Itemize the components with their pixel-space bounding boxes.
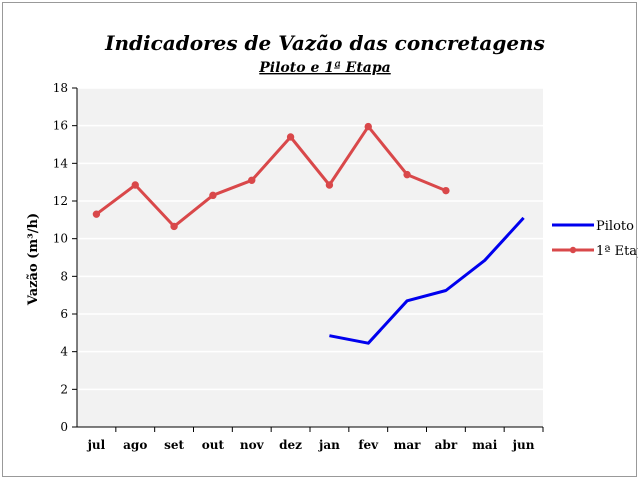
x-tick-label: out: [202, 438, 225, 452]
x-tick-label: abr: [435, 438, 458, 452]
x-tick-label: jun: [512, 438, 535, 452]
chart: Indicadores de Vazão das concretagens Pi…: [26, 31, 638, 452]
data-point: [170, 222, 178, 231]
tick-labels: 0 2 4 6 8 10 12 14 16 18 jul ago set out nov dez jan fev m…: [53, 81, 535, 452]
y-tick-label: 6: [60, 307, 68, 321]
series-line-0: [329, 216, 525, 345]
legend-item-0: Piloto: [552, 219, 634, 234]
legend-item-1: 1ª Etapa: [552, 244, 638, 259]
data-point: [364, 122, 372, 131]
data-point: [442, 186, 450, 195]
series-0: [329, 216, 525, 345]
x-tick-label: set: [164, 438, 184, 452]
y-tick-label: 8: [60, 269, 68, 283]
y-tick-label: 4: [60, 345, 68, 359]
x-tick-label: dez: [279, 438, 302, 452]
data-point: [403, 170, 411, 179]
x-tick-label: jan: [318, 438, 340, 452]
legend-marker-1: [569, 246, 577, 254]
chart-subtitle: Piloto e 1ª Etapa: [258, 60, 390, 76]
legend-label: 1ª Etapa: [596, 244, 638, 259]
y-axis-label: Vazão (m³/h): [26, 213, 41, 306]
x-tick-label: nov: [240, 438, 265, 452]
y-tick-label: 2: [60, 382, 68, 396]
y-tick-label: 18: [53, 81, 68, 95]
data-point: [325, 181, 334, 189]
series-group: [92, 122, 525, 345]
x-tick-label: ago: [123, 438, 147, 452]
y-tick-label: 10: [53, 232, 68, 246]
chart-title: Indicadores de Vazão das concretagens: [104, 31, 545, 55]
data-point: [92, 210, 101, 218]
series-line-1: [95, 125, 447, 228]
gridlines: [77, 87, 543, 391]
y-tick-label: 12: [53, 194, 68, 208]
x-tick-label: mai: [472, 438, 497, 452]
legend-label: Piloto: [596, 219, 634, 234]
plot-area: [77, 88, 543, 427]
data-point: [248, 176, 256, 184]
data-point: [131, 181, 139, 189]
data-point: [286, 133, 295, 141]
y-tick-label: 14: [53, 156, 69, 170]
axes: [72, 87, 544, 432]
legend: Piloto 1ª Etapa: [552, 219, 638, 259]
data-point: [209, 191, 217, 200]
x-tick-label: mar: [394, 438, 421, 452]
x-tick-label: jul: [87, 438, 106, 452]
x-tick-label: fev: [358, 438, 379, 452]
y-tick-label: 16: [53, 119, 68, 133]
series-1: [92, 122, 450, 231]
y-tick-label: 0: [60, 420, 68, 434]
